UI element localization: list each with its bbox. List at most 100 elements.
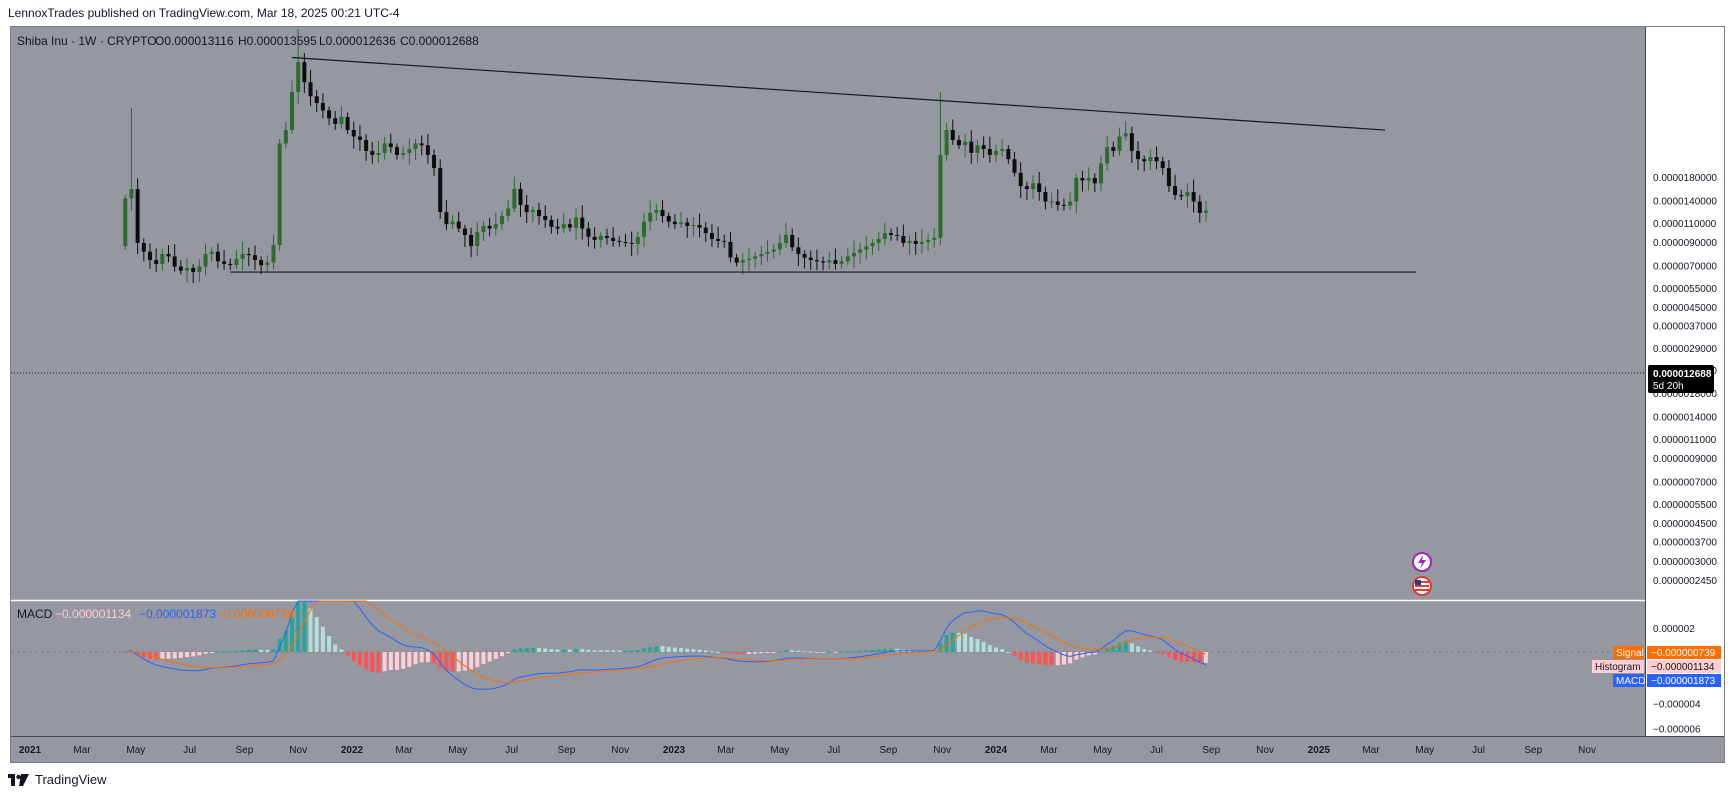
macd-histogram-bar (685, 648, 690, 652)
macd-histogram-bar (598, 650, 603, 652)
candle-body (716, 238, 721, 241)
macd-histogram-bar (635, 649, 640, 652)
macd-histogram-bar (1197, 652, 1202, 664)
candle-body (654, 209, 659, 213)
candle-body (833, 260, 838, 264)
macd-histogram-bar (697, 649, 702, 652)
macd-histogram-bar (1166, 652, 1171, 658)
macd-histogram-bar (450, 652, 455, 672)
price-tick-label: 0.0000014000 (1653, 412, 1717, 423)
macd-histogram-bar (1160, 652, 1165, 655)
candle-body (932, 237, 937, 240)
signal-tag-name-bg (1613, 646, 1644, 659)
candle-body (685, 222, 690, 226)
candle-body (1055, 201, 1060, 205)
macd-histogram-bar (1154, 652, 1159, 653)
macd-histogram-bar (234, 650, 239, 652)
candle-body (438, 168, 443, 213)
macd-histogram-bar (203, 652, 208, 654)
candle-body (543, 215, 548, 220)
candle-body (135, 188, 140, 243)
macd-legend-macd: −0.000001873 (139, 607, 216, 621)
macd-tag-value-bg (1647, 674, 1721, 687)
candle-body (308, 82, 313, 97)
macd-histogram-bar (574, 648, 579, 652)
candle-body (1129, 133, 1134, 151)
candle-body (512, 188, 517, 209)
price-tick-label: 0.0000003700 (1653, 537, 1717, 548)
candle-body (586, 228, 591, 237)
ohlc-high: H0.000013595 (238, 34, 317, 48)
lightning-event-icon[interactable] (1412, 552, 1432, 572)
candle-body (339, 116, 344, 124)
candle-body (876, 238, 881, 243)
macd-histogram-bar (728, 652, 733, 654)
time-tick-label: Jul (1150, 745, 1163, 756)
candle-body (648, 212, 653, 222)
price-tick-label: 0.0000005500 (1653, 500, 1717, 511)
candle-body (574, 217, 579, 228)
tradingview-logo-icon (8, 773, 29, 786)
macd-title[interactable]: MACD (17, 607, 53, 621)
macd-histogram-bar (765, 652, 770, 653)
candle-body (1086, 177, 1091, 181)
macd-tag-value: −0.000001873 (1651, 676, 1716, 687)
time-tick-label: Mar (717, 745, 735, 756)
candle-body (827, 260, 832, 263)
macd-histogram-bar (1012, 652, 1017, 656)
candle-body (524, 204, 529, 213)
macd-histogram-bar (419, 652, 424, 663)
macd-histogram-bar (283, 630, 288, 652)
candle-body (1197, 201, 1202, 213)
candle-body (592, 236, 597, 240)
macd-histogram-bar (845, 651, 850, 653)
candle-body (994, 150, 998, 155)
candle-body (1074, 177, 1079, 202)
macd-histogram-bar (654, 646, 659, 652)
macd-lines-layer (125, 600, 1207, 690)
candle-body (240, 254, 245, 259)
time-tick-label: Sep (879, 745, 897, 756)
candle-body (475, 232, 480, 247)
trendline (291, 56, 1386, 131)
macd-histogram-bar (537, 647, 542, 652)
time-tick-label: 2022 (341, 745, 364, 756)
candle-body (672, 221, 677, 225)
candle-body (907, 240, 912, 243)
us-flag-event-icon[interactable] (1412, 576, 1432, 596)
macd-histogram-bar (1111, 645, 1116, 652)
candle-body (283, 130, 288, 144)
macd-histogram-bar (722, 652, 727, 653)
tradingview-logo[interactable]: TradingView (8, 772, 107, 787)
candle-body (839, 261, 844, 264)
candle-body (333, 118, 338, 124)
candle-body (147, 251, 152, 261)
macd-histogram-bar (438, 652, 443, 668)
signal-tag-value-bg (1647, 646, 1721, 659)
time-tick-label: 2023 (663, 745, 686, 756)
signal-tag-value: −0.000000739 (1651, 648, 1716, 659)
macd-histogram-bar (333, 644, 338, 652)
macd-histogram-bar (629, 650, 634, 652)
candle-body (129, 188, 134, 199)
candle-body (913, 240, 918, 245)
time-tick-label: Mar (1040, 745, 1058, 756)
macd-histogram-bar (469, 652, 474, 670)
candle-body (845, 256, 850, 262)
candle-body (882, 233, 887, 239)
macd-histogram-bar (975, 638, 980, 652)
candle-body (123, 198, 128, 247)
macd-histogram-bar (364, 652, 369, 670)
candle-body (666, 215, 671, 222)
macd-histogram-bar (604, 650, 609, 652)
macd-histogram-bar (1018, 652, 1023, 660)
candle-body (963, 141, 968, 146)
time-tick-label: Mar (73, 745, 91, 756)
macd-histogram-bar (808, 651, 813, 653)
symbol-name[interactable]: Shiba Inu · 1W · CRYPTO (17, 34, 157, 48)
macd-histogram-bar (265, 649, 270, 652)
macd-histogram-bar (567, 649, 572, 652)
time-tick-label: May (770, 745, 789, 756)
time-tick-label: Nov (1256, 745, 1274, 756)
